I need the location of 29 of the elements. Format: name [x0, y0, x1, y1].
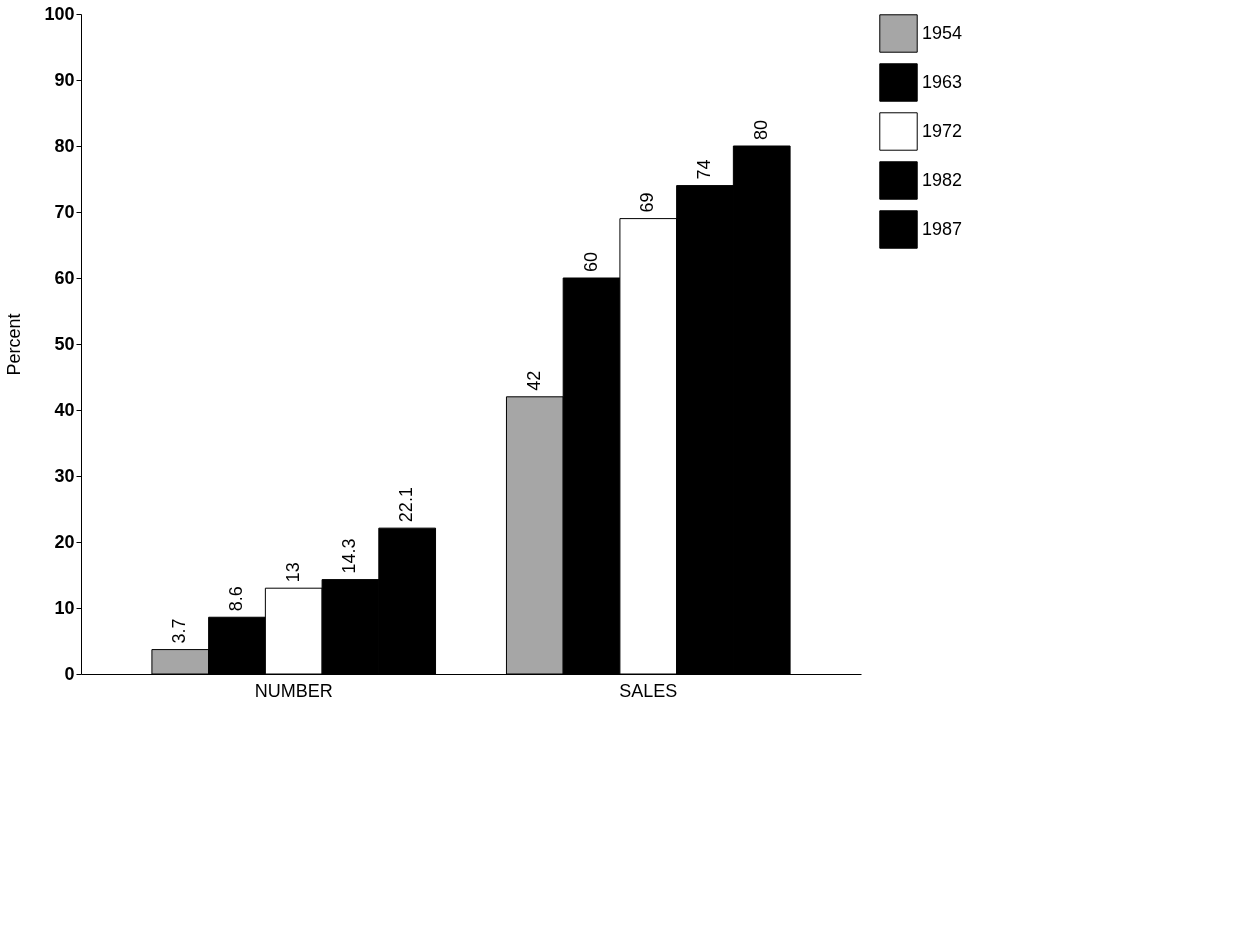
data-label: 3.7: [169, 618, 190, 644]
y-tick-label: 70: [54, 201, 75, 222]
x-tick-label: SALES: [619, 680, 678, 701]
data-label: 13: [282, 562, 303, 583]
data-label: 42: [523, 370, 544, 391]
y-tick-label: 100: [44, 3, 75, 24]
data-label: 69: [637, 192, 658, 213]
y-axis-title: Percent: [4, 313, 25, 376]
legend-label: 1987: [922, 218, 963, 239]
y-tick-label: 50: [54, 333, 75, 354]
y-tick-label: 0: [64, 663, 75, 684]
data-label: 80: [750, 119, 771, 140]
data-label: 60: [580, 251, 601, 272]
y-tick-label: 80: [54, 135, 75, 156]
data-label: 14.3: [339, 538, 360, 574]
x-tick-label: NUMBER: [254, 680, 333, 701]
legend-label: 1972: [922, 120, 963, 141]
legend-label: 1963: [922, 71, 963, 92]
y-tick-label: 10: [54, 597, 75, 618]
legend-label: 1982: [922, 169, 963, 190]
y-tick-label: 90: [54, 69, 75, 90]
data-label: 22.1: [396, 487, 417, 523]
data-label: 74: [694, 159, 714, 180]
y-tick-label: 40: [54, 399, 75, 420]
y-tick-label: 30: [54, 465, 75, 486]
y-tick-label: 20: [54, 531, 75, 552]
y-tick-label: 60: [54, 267, 75, 288]
data-label: 8.6: [226, 586, 246, 612]
legend-label: 1954: [922, 22, 963, 43]
